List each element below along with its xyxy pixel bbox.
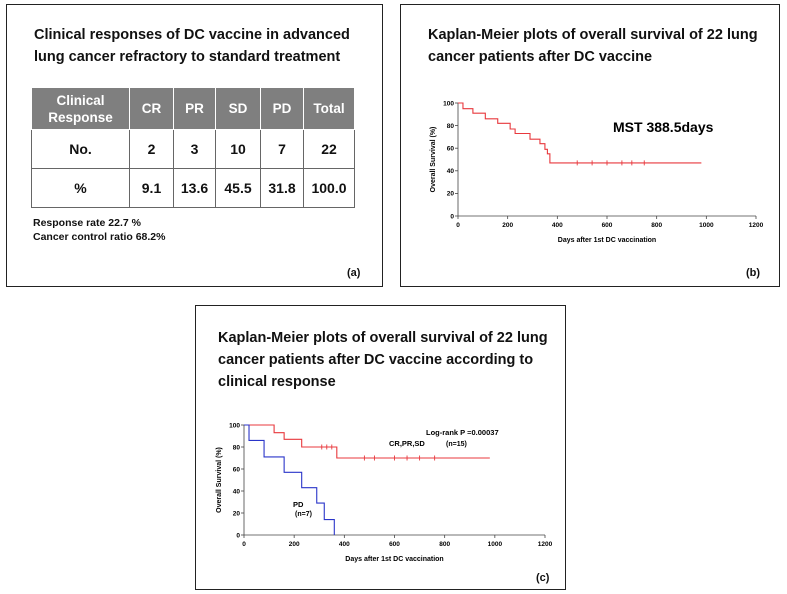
mst-annotation: MST 388.5days — [613, 119, 714, 135]
y-tick-label: 100 — [229, 422, 240, 429]
table-cell: % — [31, 168, 130, 208]
panel-a: Clinical responses of DC vaccine in adva… — [6, 4, 383, 287]
x-axis-label: Days after 1st DC vaccination — [345, 556, 443, 563]
table-cell: 22 — [303, 129, 355, 169]
panel-b-label: (b) — [746, 267, 761, 279]
table-header-row: Clinical Response CR PR SD PD Total — [31, 87, 355, 130]
series-label-crprsd: CR,PR,SD — [389, 439, 425, 448]
y-tick-label: 40 — [447, 168, 455, 175]
panel-c: Kaplan-Meier plots of overall survival o… — [195, 305, 566, 590]
logrank-annotation: Log-rank P =0.00037 — [426, 428, 499, 437]
table-cell: 3 — [173, 129, 216, 169]
y-axis-label: Overall Survival (%) — [430, 127, 437, 193]
y-tick-label: 0 — [236, 532, 240, 539]
table-cell: 31.8 — [260, 168, 304, 208]
x-tick-label: 1200 — [749, 222, 764, 229]
km-chart-overall: 0 200 400 600 800 1000 1200 0 20 40 60 80 100 Days af… — [430, 100, 764, 244]
x-tick-label: 0 — [242, 541, 246, 548]
table-cell: 7 — [260, 129, 304, 169]
header-cell: Total — [303, 87, 355, 130]
x-tick-label: 400 — [339, 541, 350, 548]
y-tick-label: 40 — [233, 488, 241, 495]
header-cell: PR — [173, 87, 216, 130]
panel-a-label: (a) — [347, 267, 361, 279]
panel-c-title-line1: Kaplan-Meier plots of overall survival o… — [218, 330, 548, 346]
y-tick-label: 80 — [447, 123, 455, 130]
header-cell: SD — [215, 87, 261, 130]
panel-b: Kaplan-Meier plots of overall survival o… — [400, 4, 780, 287]
x-tick-label: 1200 — [538, 541, 553, 548]
table-cell: 9.1 — [129, 168, 174, 208]
series-n-pd: (n=7) — [295, 511, 312, 518]
panel-c-title: Kaplan-Meier plots of overall survival o… — [218, 327, 548, 393]
x-tick-label: 200 — [289, 541, 300, 548]
x-axis-label: Days after 1st DC vaccination — [558, 237, 656, 244]
table-row: % 9.1 13.6 45.5 31.8 100.0 — [31, 168, 355, 208]
x-tick-label: 0 — [456, 222, 460, 229]
x-tick-label: 200 — [502, 222, 513, 229]
y-tick-label: 0 — [450, 213, 454, 220]
km-chart-by-response: 0 200 400 600 800 1000 1200 0 20 40 60 80 100 Days af… — [216, 422, 553, 563]
y-tick-label: 20 — [447, 191, 455, 198]
x-tick-label: 600 — [389, 541, 400, 548]
panel-a-title: Clinical responses of DC vaccine in adva… — [34, 24, 350, 68]
y-tick-label: 20 — [233, 510, 241, 517]
series-label-pd: PD — [293, 500, 304, 509]
panel-b-title-line1: Kaplan-Meier plots of overall survival o… — [428, 27, 758, 43]
table-cell: 45.5 — [215, 168, 261, 208]
x-tick-label: 400 — [552, 222, 563, 229]
panel-a-title-line2: lung cancer refractory to standard treat… — [34, 49, 341, 65]
table-cell: No. — [31, 129, 130, 169]
x-tick-label: 800 — [439, 541, 450, 548]
header-cell: Clinical Response — [31, 87, 130, 130]
header-cell: CR — [129, 87, 174, 130]
panel-c-title-line2: cancer patients after DC vaccine accordi… — [218, 352, 534, 368]
x-tick-label: 600 — [602, 222, 613, 229]
panel-c-label: (c) — [536, 572, 550, 584]
y-tick-label: 100 — [443, 100, 454, 107]
table-cell: 2 — [129, 129, 174, 169]
panel-c-title-line3: clinical response — [218, 374, 336, 390]
x-tick-label: 1000 — [488, 541, 503, 548]
panel-b-title: Kaplan-Meier plots of overall survival o… — [428, 24, 758, 68]
table-cell: 100.0 — [303, 168, 355, 208]
header-cell: PD — [260, 87, 304, 130]
response-table: Clinical Response CR PR SD PD Total No. … — [31, 87, 355, 208]
y-tick-label: 60 — [447, 146, 455, 153]
km-series-line — [244, 424, 335, 535]
km-series-line — [244, 424, 490, 459]
panel-b-title-line2: cancer patients after DC vaccine — [428, 49, 653, 65]
table-cell: 13.6 — [173, 168, 216, 208]
series-n-crprsd: (n=15) — [446, 441, 467, 448]
control-ratio: Cancer control ratio 68.2% — [33, 231, 166, 243]
panel-a-title-line1: Clinical responses of DC vaccine in adva… — [34, 27, 350, 43]
table-row: No. 2 3 10 7 22 — [31, 129, 355, 169]
y-tick-label: 60 — [233, 466, 241, 473]
response-rate: Response rate 22.7 % — [33, 217, 141, 229]
y-axis-label: Overall Survival (%) — [216, 447, 223, 513]
x-tick-label: 1000 — [699, 222, 714, 229]
y-tick-label: 80 — [233, 444, 241, 451]
x-tick-label: 800 — [651, 222, 662, 229]
table-cell: 10 — [215, 129, 261, 169]
km-series-line — [458, 102, 702, 164]
